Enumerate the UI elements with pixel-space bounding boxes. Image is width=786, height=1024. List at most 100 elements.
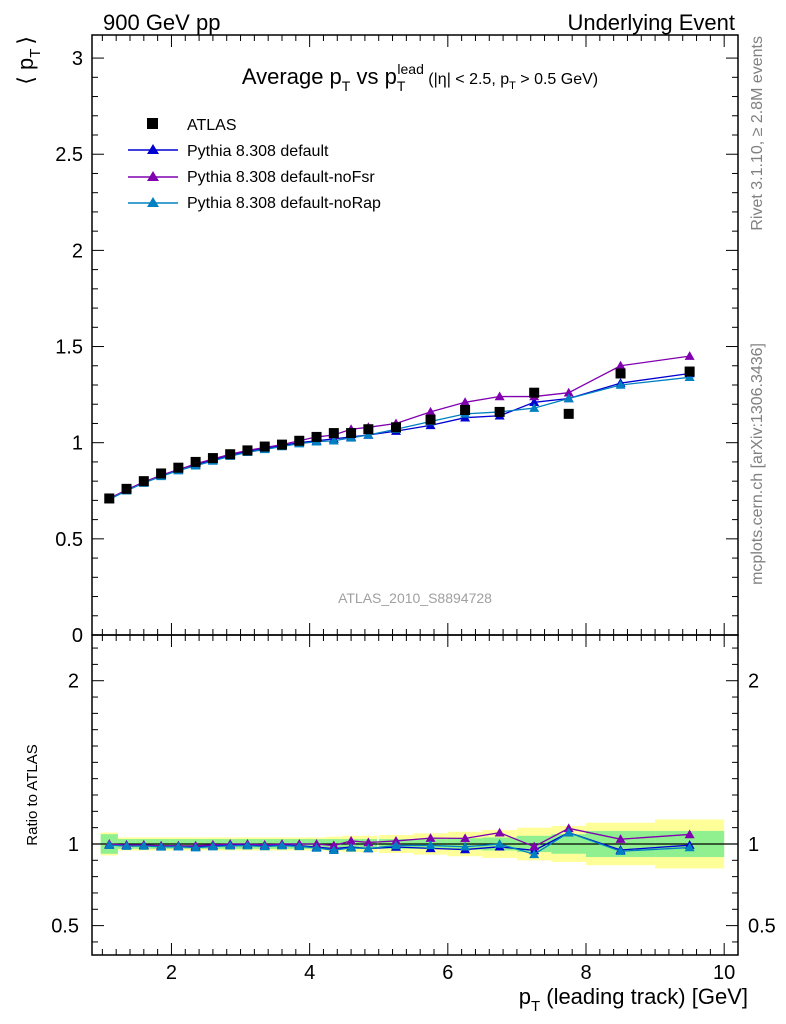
series-point: [328, 435, 339, 445]
ratio-series-point: [328, 845, 339, 854]
atlas-data-point: [121, 483, 132, 494]
ratio-y-tick-label-left: 2: [68, 671, 79, 693]
ratio-y-tick-label-left: 1: [68, 834, 79, 856]
y-tick-label: 2.5: [55, 144, 83, 166]
legend-entry-nofsr: Pythia 8.308 default-noFsr: [128, 169, 375, 186]
ratio-series-point: [529, 849, 540, 859]
atlas-data-point: [156, 468, 167, 479]
y-tick-label: 0: [72, 625, 83, 647]
ratio-series-point: [391, 840, 401, 850]
series-point: [615, 380, 626, 389]
ratio-series-point: [294, 841, 305, 851]
main-axis-ticks: 0 0.5 1 1.5 2 2.5 3: [55, 35, 738, 647]
x-label-subscript: T: [531, 998, 540, 1015]
series-point: [460, 397, 471, 407]
series-point: [563, 387, 574, 397]
y-label-close: ⟩: [13, 36, 38, 45]
title-prefix: Average p: [242, 64, 342, 89]
atlas-data-point: [242, 445, 253, 456]
atlas-data-point: [173, 462, 184, 473]
main-plot-area: [104, 351, 695, 504]
legend-entry-norap: Pythia 8.308 default-noRap: [128, 195, 381, 212]
legend-default-label: Pythia 8.308 default: [187, 143, 329, 160]
ratio-series-point: [190, 842, 201, 852]
y-label-open: ⟨ p: [13, 58, 38, 85]
ratio-series-line: [109, 827, 690, 848]
y-label-subscript: T: [27, 49, 44, 58]
title-pt-subscript: T: [342, 78, 351, 94]
series-point: [615, 360, 626, 370]
legend-atlas-marker: [147, 118, 158, 129]
y-axis-label: ⟨ pT ⟩: [13, 36, 44, 85]
legend-entry-default: Pythia 8.308 default: [128, 143, 329, 160]
ratio-series-point: [173, 841, 184, 851]
x-tick-label: 6: [442, 962, 453, 984]
ratio-panel: 2 4 6 8 10 0.5 0.5 1 1 2 2 Ratio to ATLAS: [24, 634, 776, 984]
ratio-series-point: [391, 835, 401, 845]
ratio-series-point: [346, 835, 357, 845]
y-tick-label: 1.5: [55, 337, 83, 359]
ratio-series-point: [121, 841, 132, 850]
atlas-data-point: [363, 424, 374, 435]
atlas-data-point: [294, 435, 305, 446]
ratio-frame: [91, 634, 739, 956]
atlas-data-point: [684, 366, 695, 377]
header-right-label: Underlying Event: [567, 10, 735, 35]
ratio-series-point: [615, 834, 626, 843]
legend-default-marker: [147, 144, 159, 154]
atlas-data-point: [425, 414, 436, 425]
chart-title: Average pT vs pTlead (|η| < 2.5, pT > 0.…: [242, 61, 598, 94]
title-lead-superscript: lead: [397, 61, 423, 77]
series-point: [494, 391, 505, 401]
legend-norap-label: Pythia 8.308 default-noRap: [187, 195, 381, 212]
atlas-data-point: [207, 453, 218, 464]
atlas-data-point: [391, 422, 401, 433]
atlas-data-point: [225, 449, 236, 460]
analysis-watermark: ATLAS_2010_S8894728: [338, 590, 492, 606]
ratio-series-point: [225, 840, 236, 850]
ratio-axis-ticks: 2 4 6 8 10 0.5 0.5 1 1 2 2: [51, 635, 776, 984]
series-line: [108, 376, 690, 501]
ratio-series-point: [460, 833, 471, 843]
ratio-series-point: [242, 840, 253, 850]
legend: ATLAS Pythia 8.308 default Pythia 8.308 …: [128, 117, 381, 212]
atlas-data-point: [529, 387, 540, 398]
legend-atlas-label: ATLAS: [187, 117, 237, 134]
ratio-series-point: [425, 833, 436, 842]
ratio-series-point: [425, 840, 436, 850]
atlas-data-point: [328, 428, 339, 439]
rivet-version-label: Rivet 3.1.10, ≥ 2.8M events: [749, 36, 766, 231]
atlas-data-point: [190, 456, 201, 467]
ratio-series-point: [277, 840, 287, 850]
x-label-p: p: [519, 984, 531, 1009]
atlas-data-point: [460, 405, 471, 415]
atlas-data-point: [563, 408, 574, 419]
ratio-series-point: [259, 841, 270, 851]
series-line: [108, 372, 690, 500]
atlas-data-point: [277, 439, 287, 450]
ratio-series-point: [156, 841, 167, 851]
atlas-data-point: [615, 368, 626, 379]
ratio-series-point: [460, 841, 471, 851]
title-vs: vs p: [350, 64, 396, 89]
ratio-series-line: [109, 831, 690, 856]
ratio-series-point: [684, 842, 695, 852]
ratio-y-tick-label-right: 0.5: [748, 916, 776, 938]
y-tick-label: 1: [72, 433, 83, 455]
atlas-data-point: [104, 493, 115, 504]
mcplots-label: mcplots.cern.ch [arXiv:1306.3436]: [749, 343, 766, 585]
x-label-rest: (leading track) [GeV]: [540, 984, 748, 1009]
legend-nofsr-label: Pythia 8.308 default-noFsr: [187, 169, 375, 186]
x-axis-label: pT (leading track) [GeV]: [519, 984, 748, 1015]
ratio-series-point: [363, 843, 374, 853]
ratio-series-point: [363, 837, 374, 847]
legend-entry-atlas: ATLAS: [147, 117, 237, 134]
ratio-series-point: [494, 838, 505, 848]
ratio-y-axis-label: Ratio to ATLAS: [24, 744, 41, 845]
x-tick-label: 10: [713, 962, 735, 984]
ratio-series-point: [328, 840, 339, 850]
series-point: [529, 403, 540, 412]
x-tick-label: 8: [580, 962, 591, 984]
y-tick-label: 0.5: [55, 529, 83, 551]
